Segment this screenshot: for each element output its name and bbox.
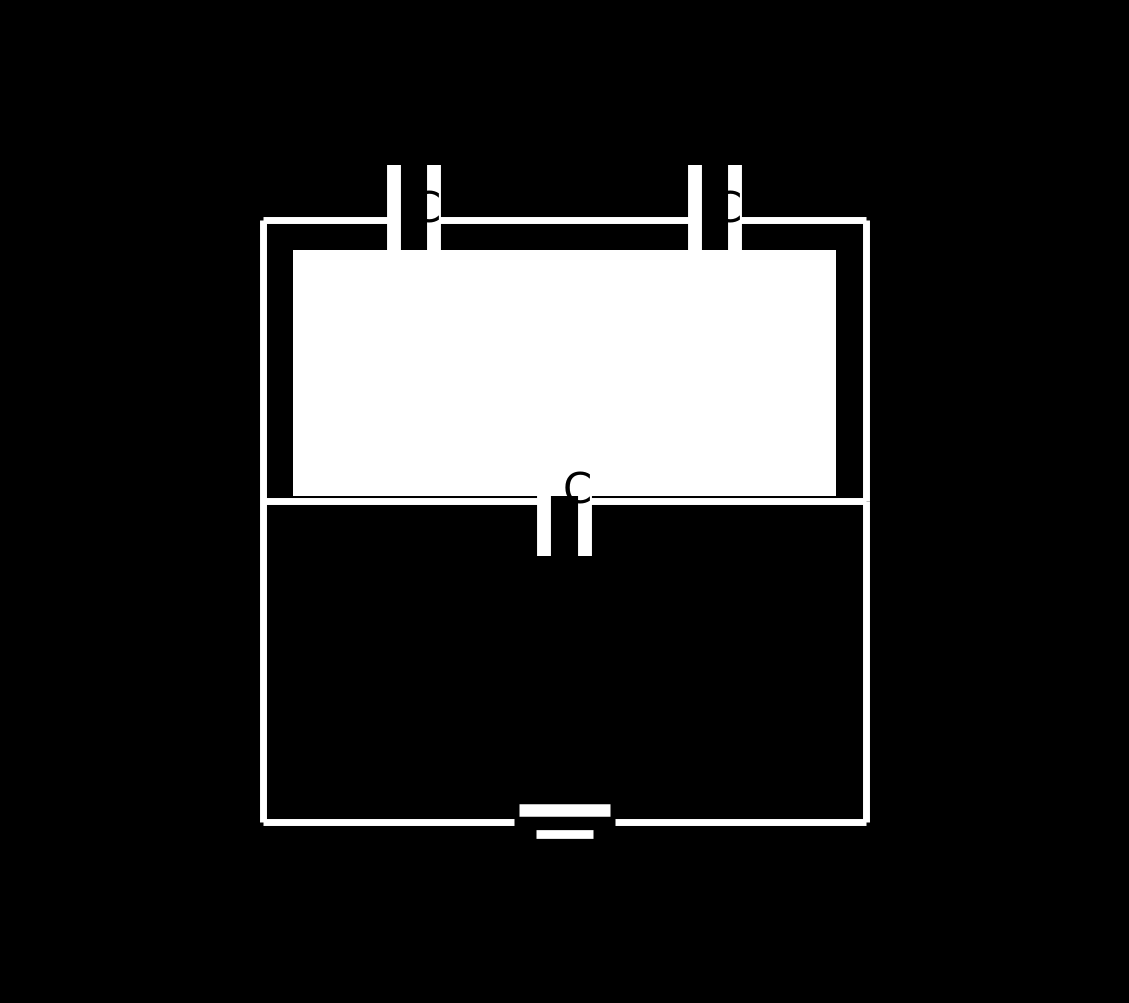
Bar [294, 251, 835, 496]
Text: 2: 2 [755, 227, 774, 255]
Text: C: C [714, 190, 742, 232]
Text: 3: 3 [605, 508, 624, 536]
Text: C: C [412, 190, 441, 232]
Text: C: C [562, 470, 592, 513]
Text: 30 V: 30 V [517, 864, 612, 906]
Text: 1: 1 [454, 227, 473, 255]
